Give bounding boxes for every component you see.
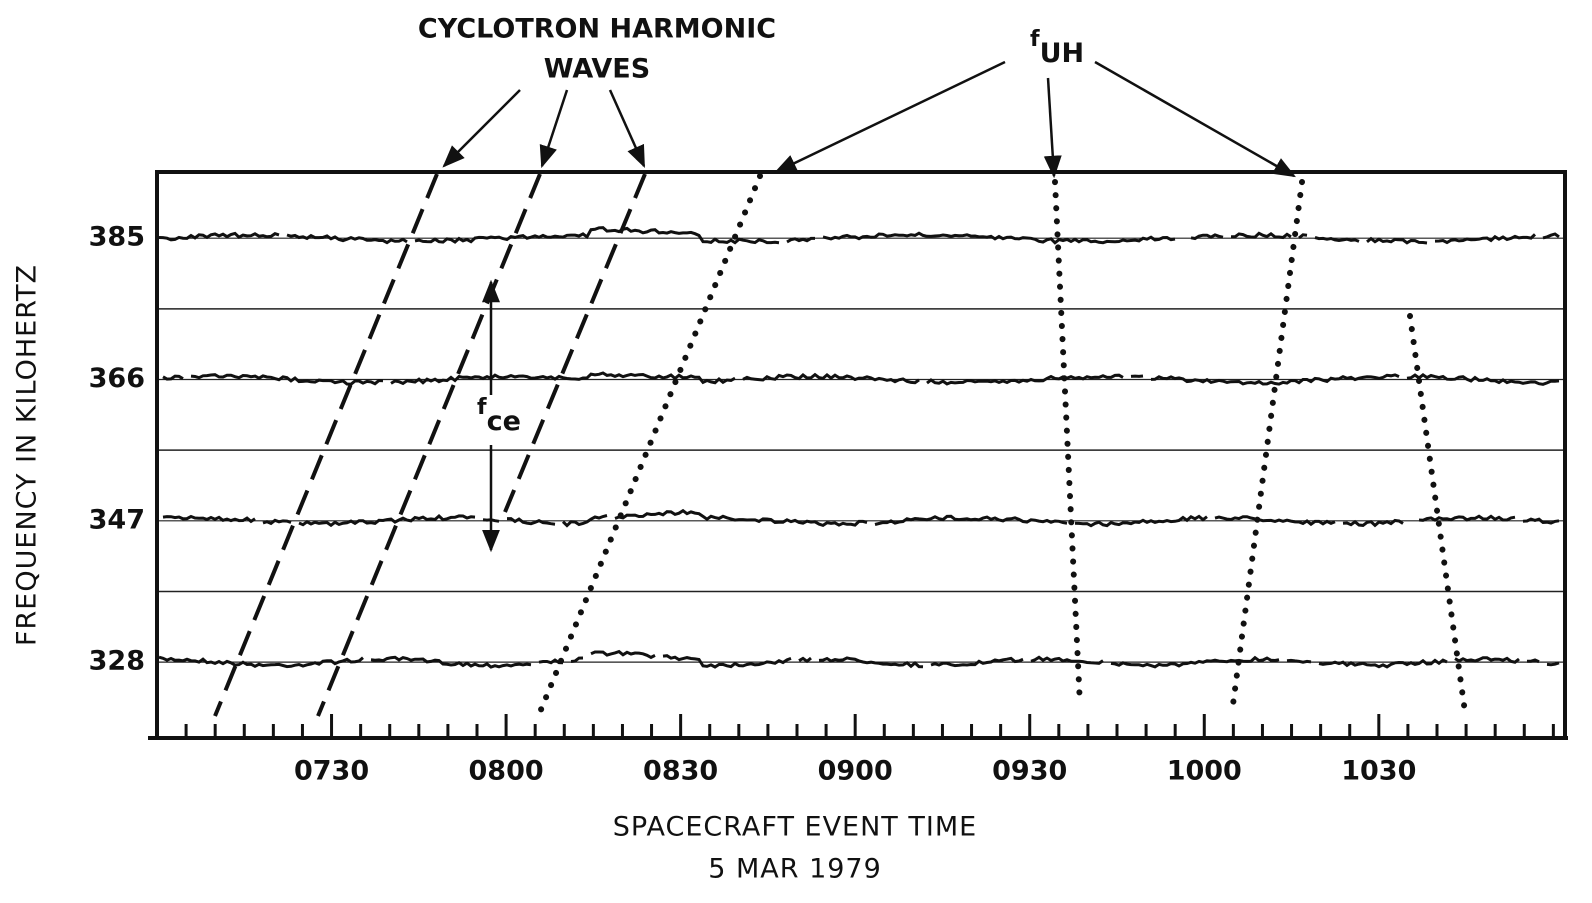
- x-tick-label: 0800: [469, 756, 544, 787]
- traces: [158, 226, 1560, 669]
- x-tick-label: 0730: [294, 756, 369, 787]
- x-axis-subtitle: 5 MAR 1979: [708, 854, 882, 885]
- symbol: f: [1030, 27, 1040, 52]
- symbol: f: [477, 395, 487, 420]
- y-tick-label: 347: [89, 504, 145, 535]
- annotation-arrows: [442, 60, 1296, 553]
- annotation: WAVES: [544, 54, 650, 85]
- dotted-line: [537, 173, 763, 715]
- dotted-line: [1052, 179, 1083, 708]
- y-tick-label: 385: [89, 222, 145, 253]
- signal-trace: [162, 371, 1560, 386]
- arrow: [539, 89, 569, 169]
- y-tick-label: 366: [89, 363, 145, 394]
- arrow: [773, 60, 1006, 174]
- arrow: [1094, 60, 1296, 178]
- y-axis-title: FREQUENCY IN KILOHERTZ: [12, 264, 43, 646]
- cyclotron-harmonic-lines: [213, 173, 647, 717]
- dashed-line: [213, 173, 439, 717]
- subscript: UH: [1040, 38, 1085, 69]
- signal-trace: [158, 226, 1560, 245]
- signal-trace: [162, 508, 1560, 528]
- plot-frame: [155, 170, 1567, 740]
- annotation: fce: [477, 395, 521, 437]
- x-axis-title: SPACECRAFT EVENT TIME: [613, 812, 977, 843]
- x-tick-label: 0830: [643, 756, 718, 787]
- signal-trace: [158, 649, 1560, 669]
- ticks: 0730 0800 0830 0900 0930 1000 1030 328 347 366 385: [89, 222, 1555, 787]
- annotation: CYCLOTRON HARMONIC: [418, 14, 776, 45]
- arrow: [1043, 77, 1062, 179]
- annotation: fUH: [1030, 27, 1084, 69]
- dotted-line: [1229, 179, 1305, 715]
- subscript: ce: [487, 406, 521, 437]
- dashed-line: [503, 173, 647, 513]
- dashed-line: [316, 173, 542, 717]
- arrow: [608, 89, 646, 169]
- x-tick-label: 1030: [1341, 756, 1416, 787]
- dotted-line: [1407, 313, 1468, 715]
- arrow: [442, 89, 521, 168]
- x-tick-label: 0900: [818, 756, 893, 787]
- upper-hybrid-lines: [537, 173, 1468, 715]
- x-tick-label: 1000: [1167, 756, 1242, 787]
- x-tick-label: 0930: [992, 756, 1067, 787]
- y-tick-label: 328: [89, 646, 145, 677]
